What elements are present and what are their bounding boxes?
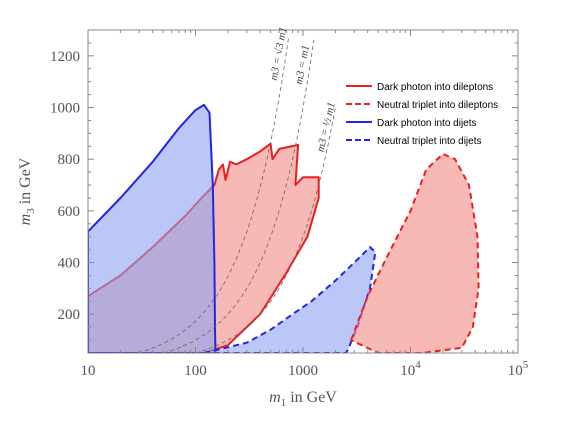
reference-line: [138, 35, 290, 353]
y-tick-label: 1000: [50, 101, 80, 117]
legend-label: Dark photon into dijets: [377, 118, 477, 129]
x-tick-label: 10: [81, 363, 96, 379]
reference-lines: [138, 35, 336, 353]
legend-label: Dark photon into dileptons: [377, 82, 493, 93]
x-tick-label: 100: [184, 363, 207, 379]
legend-label: Neutral triplet into dijets: [377, 136, 482, 147]
series-area-neutral-triplet-into-dileptons: [350, 153, 480, 353]
y-tick-label: 800: [58, 152, 81, 168]
legend: Dark photon into dileptons Neutral triple…: [346, 82, 498, 147]
y-tick-label: 400: [58, 256, 81, 272]
x-tick-label: 104: [400, 359, 421, 379]
reference-line: [163, 39, 315, 353]
y-axis-label: m3 in GeV: [17, 157, 37, 225]
x-tick-label: 105: [508, 359, 529, 379]
y-tick-label: 600: [58, 204, 81, 220]
x-axis-ticks: 10 100 1000 104 105: [81, 30, 529, 379]
series-areas: [88, 103, 480, 353]
x-axis-label: m1 in GeV: [269, 389, 337, 409]
y-tick-label: 200: [58, 307, 81, 323]
y-axis-ticks: 200 400 600 800 1000 1200: [50, 29, 518, 341]
series-area-neutral-triplet-into-dijets: [203, 246, 377, 353]
reference-line: [195, 107, 336, 353]
axis-labels: m1 in GeV m3 in GeV: [17, 157, 337, 409]
legend-label: Neutral triplet into dileptons: [377, 100, 498, 111]
y-tick-label: 1200: [50, 49, 80, 65]
x-tick-label: 1000: [288, 363, 318, 379]
